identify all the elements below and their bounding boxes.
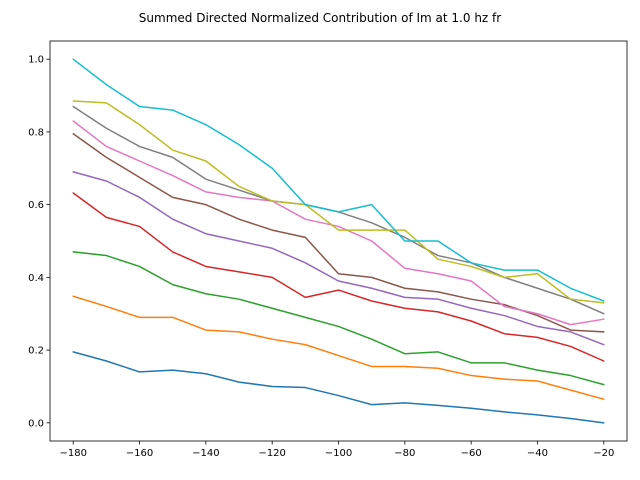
y-tick-label: 0.4 — [28, 273, 44, 284]
series-line-2 — [72, 295, 605, 400]
x-tick-label: −20 — [593, 448, 614, 459]
x-tick-label: −160 — [126, 448, 153, 459]
chart-title: Summed Directed Normalized Contribution … — [139, 11, 501, 25]
series-line-1 — [72, 351, 605, 424]
x-tick-label: −120 — [258, 448, 285, 459]
series-layer — [72, 58, 605, 424]
x-tick-label: −80 — [394, 448, 415, 459]
y-tick-label: 0.2 — [28, 346, 44, 357]
x-tick-label: −40 — [527, 448, 548, 459]
series-line-10 — [72, 58, 605, 302]
y-tick-label: 0.6 — [28, 200, 44, 211]
series-line-7 — [72, 120, 605, 326]
y-tick-label: 0.0 — [28, 418, 44, 429]
y-tick-label: 1.0 — [28, 55, 44, 66]
y-tick-label: 0.8 — [28, 127, 44, 138]
x-tick-label: −140 — [192, 448, 219, 459]
x-tick-label: −100 — [325, 448, 352, 459]
series-line-9 — [72, 100, 605, 304]
series-line-4 — [72, 192, 605, 362]
series-line-5 — [72, 171, 605, 346]
axes-layer: −180 −160 −140 −120 −100 −80 −60 −40 −20 0.0 0.2 0.… — [28, 40, 628, 459]
x-tick-label: −60 — [461, 448, 482, 459]
series-line-3 — [72, 251, 605, 386]
x-tick-label: −180 — [59, 448, 86, 459]
